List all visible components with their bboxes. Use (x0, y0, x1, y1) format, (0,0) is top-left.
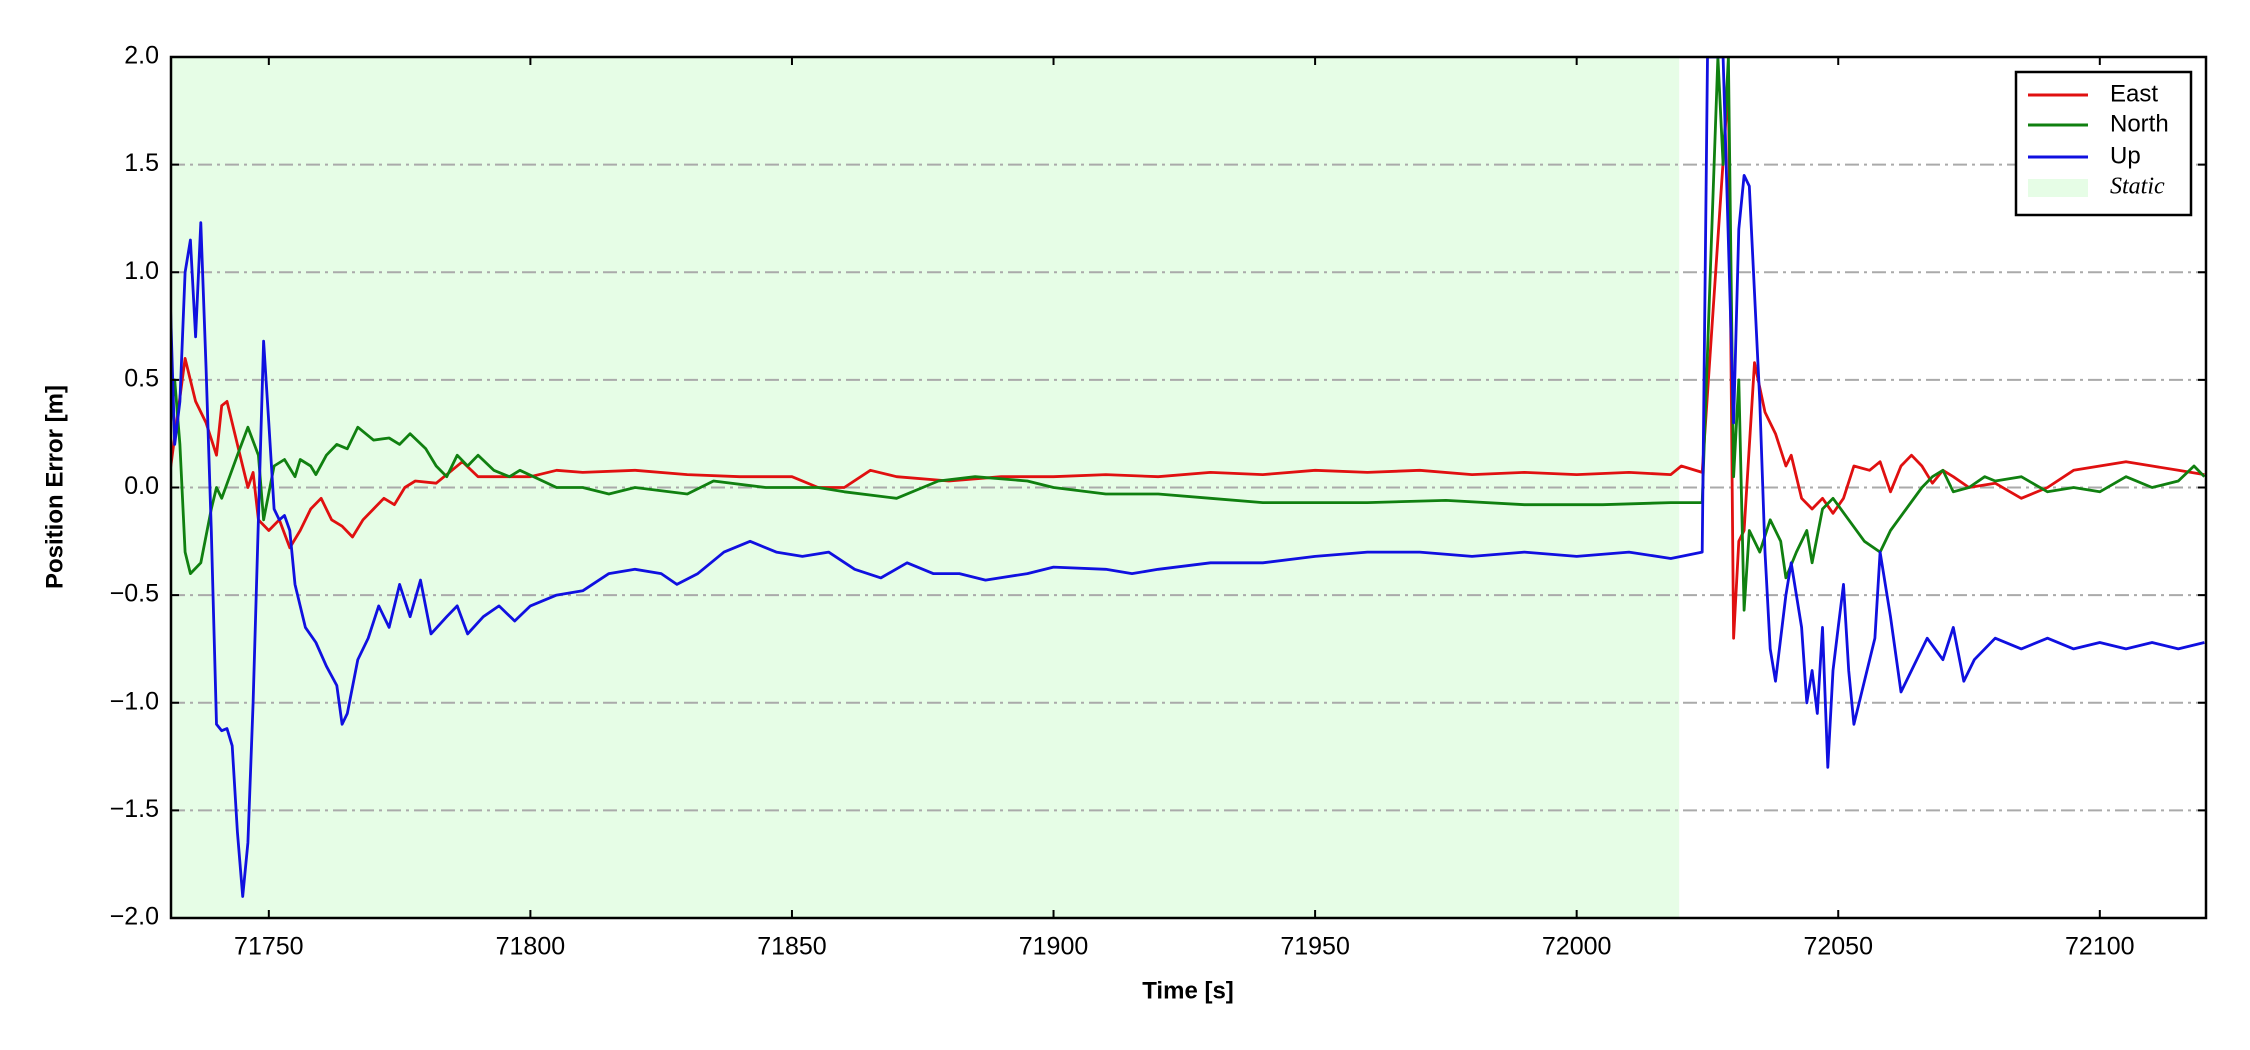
legend-swatch (2028, 179, 2088, 197)
y-tick-label: 1.0 (124, 257, 159, 285)
x-tick-label: 71800 (496, 933, 566, 961)
series-line (171, 57, 2205, 898)
x-tick-label: 71950 (1280, 933, 1350, 961)
y-tick-label: −2.0 (110, 903, 159, 931)
series-line (171, 81, 2205, 640)
x-tick-label: 71750 (234, 933, 304, 961)
y-axis-label: Position Error [m] (41, 385, 68, 589)
x-axis-label: Time [s] (1142, 977, 1234, 1004)
y-tick-label: 1.5 (124, 149, 159, 177)
lines (171, 57, 2206, 898)
y-tick-label: −1.0 (110, 687, 159, 715)
series-line (171, 57, 2206, 612)
legend: East North Up Static (2014, 70, 2193, 217)
y-tick-label: 0.5 (124, 364, 159, 392)
x-tick-label: 72050 (1803, 933, 1873, 961)
ticks: −2.0 −1.5 −1.0 −0.5 0.0 0.5 1.0 1.5 2.0 71750 7180… (110, 42, 2206, 961)
legend-label: Static (2110, 174, 2165, 200)
y-tick-label: 0.0 (124, 472, 159, 500)
y-tick-label: −1.5 (110, 795, 159, 823)
x-tick-label: 72100 (2065, 933, 2135, 961)
legend-label: East (2110, 80, 2158, 107)
y-tick-label: 2.0 (124, 42, 159, 70)
legend-label: Up (2110, 142, 2141, 169)
x-tick-label: 71850 (757, 933, 827, 961)
x-tick-label: 71900 (1019, 933, 1089, 961)
legend-label: North (2110, 110, 2169, 137)
x-tick-label: 72000 (1542, 933, 1612, 961)
y-tick-label: −0.5 (110, 580, 159, 608)
